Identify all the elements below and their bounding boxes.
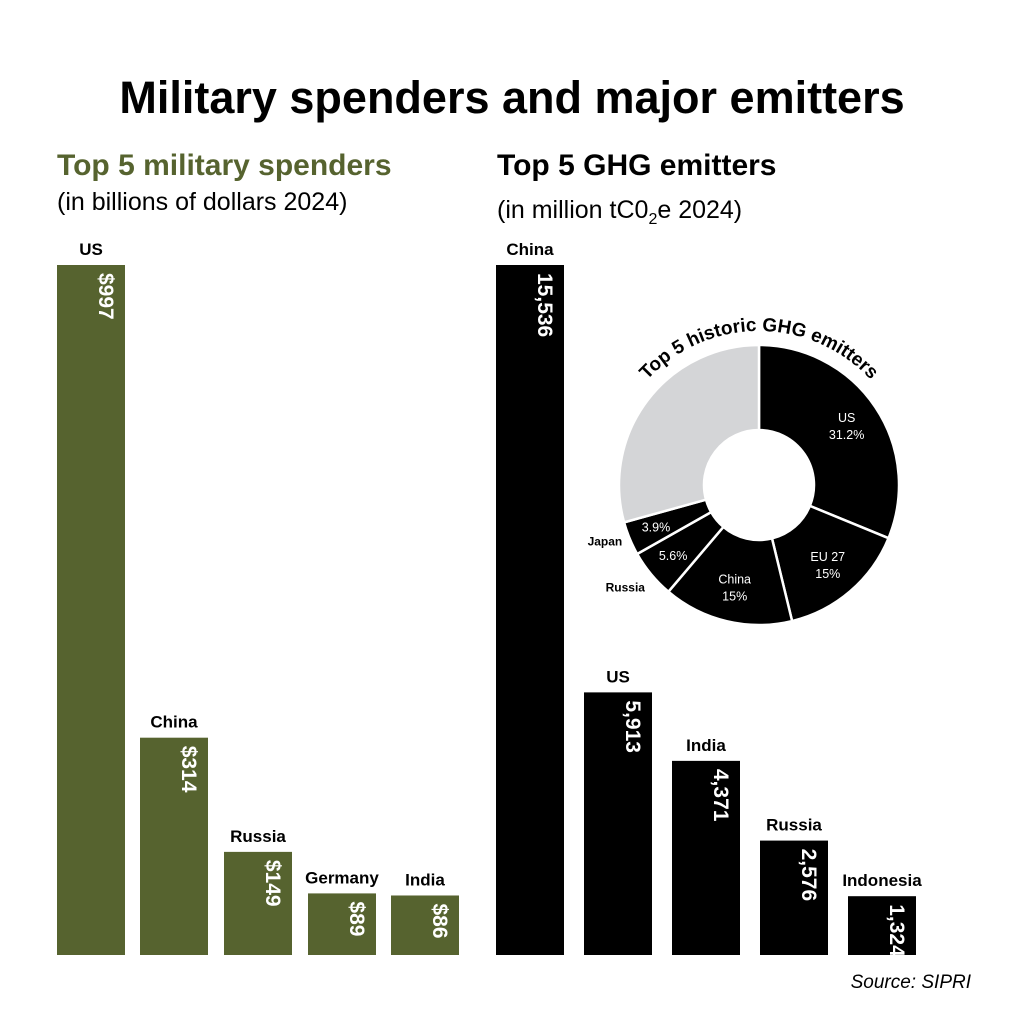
emissions-bar-value-label: 2,576 bbox=[797, 849, 820, 902]
emissions-chart-title: Top 5 GHG emitters bbox=[497, 149, 777, 182]
military-bar-value-label: $314 bbox=[177, 746, 200, 793]
emissions-bar-category-label: India bbox=[686, 736, 726, 755]
donut-slice bbox=[617, 343, 761, 524]
donut-slice-value: 31.2% bbox=[829, 428, 864, 442]
emissions-bar-category-label: Indonesia bbox=[842, 871, 922, 890]
donut-slice-value: 15% bbox=[815, 567, 840, 581]
donut-slice-name: EU 27 bbox=[810, 550, 845, 564]
donut-slice-value: 15% bbox=[722, 590, 747, 604]
emissions-bar bbox=[584, 692, 652, 955]
donut-slice-name: China bbox=[718, 573, 751, 587]
emissions-chart-subtitle: (in million tC02e 2024) bbox=[497, 196, 742, 228]
donut-slice-name: US bbox=[838, 411, 855, 425]
emissions-bar bbox=[496, 265, 564, 955]
donut-slice-value: 5.6% bbox=[659, 549, 688, 563]
military-bar-category-label: India bbox=[405, 870, 445, 889]
donut-slice-name: Japan bbox=[588, 535, 623, 549]
military-chart-subtitle: (in billions of dollars 2024) bbox=[57, 188, 347, 216]
military-bar bbox=[391, 895, 459, 955]
military-bar-value-label: $86 bbox=[428, 903, 451, 938]
military-bar bbox=[308, 893, 376, 955]
military-bar bbox=[57, 265, 125, 955]
military-bar-category-label: Germany bbox=[305, 868, 379, 887]
military-bar-value-label: $997 bbox=[94, 273, 117, 320]
emissions-bar bbox=[760, 840, 828, 955]
military-bar-category-label: Russia bbox=[230, 827, 286, 846]
donut-slice-value: 3.9% bbox=[642, 521, 671, 535]
donut-slice bbox=[757, 343, 901, 540]
emissions-bar-value-label: 5,913 bbox=[621, 700, 644, 753]
military-chart-title: Top 5 military spenders bbox=[57, 149, 392, 182]
emissions-bar-category-label: US bbox=[606, 667, 630, 686]
emissions-bar bbox=[672, 760, 740, 955]
donut-slice bbox=[666, 525, 794, 627]
emissions-bar-value-label: 15,536 bbox=[533, 273, 556, 337]
military-bar bbox=[140, 737, 208, 955]
donut-slice bbox=[770, 504, 891, 623]
source-note: Source: SIPRI bbox=[851, 972, 972, 993]
military-bar-value-label: $149 bbox=[261, 860, 284, 907]
donut-slice-name: Russia bbox=[606, 580, 646, 594]
military-bar-category-label: US bbox=[79, 240, 103, 259]
military-bar-category-label: China bbox=[150, 713, 198, 732]
emissions-bar-category-label: Russia bbox=[766, 816, 822, 835]
page-title: Military spenders and major emitters bbox=[119, 72, 904, 123]
emissions-bar-category-label: China bbox=[506, 240, 554, 259]
military-bar-value-label: $89 bbox=[345, 901, 368, 936]
emissions-bar-value-label: 4,371 bbox=[709, 769, 732, 822]
emissions-bar bbox=[848, 896, 916, 955]
emissions-bar-value-label: 1,324 bbox=[885, 904, 908, 957]
military-bar bbox=[224, 851, 292, 955]
